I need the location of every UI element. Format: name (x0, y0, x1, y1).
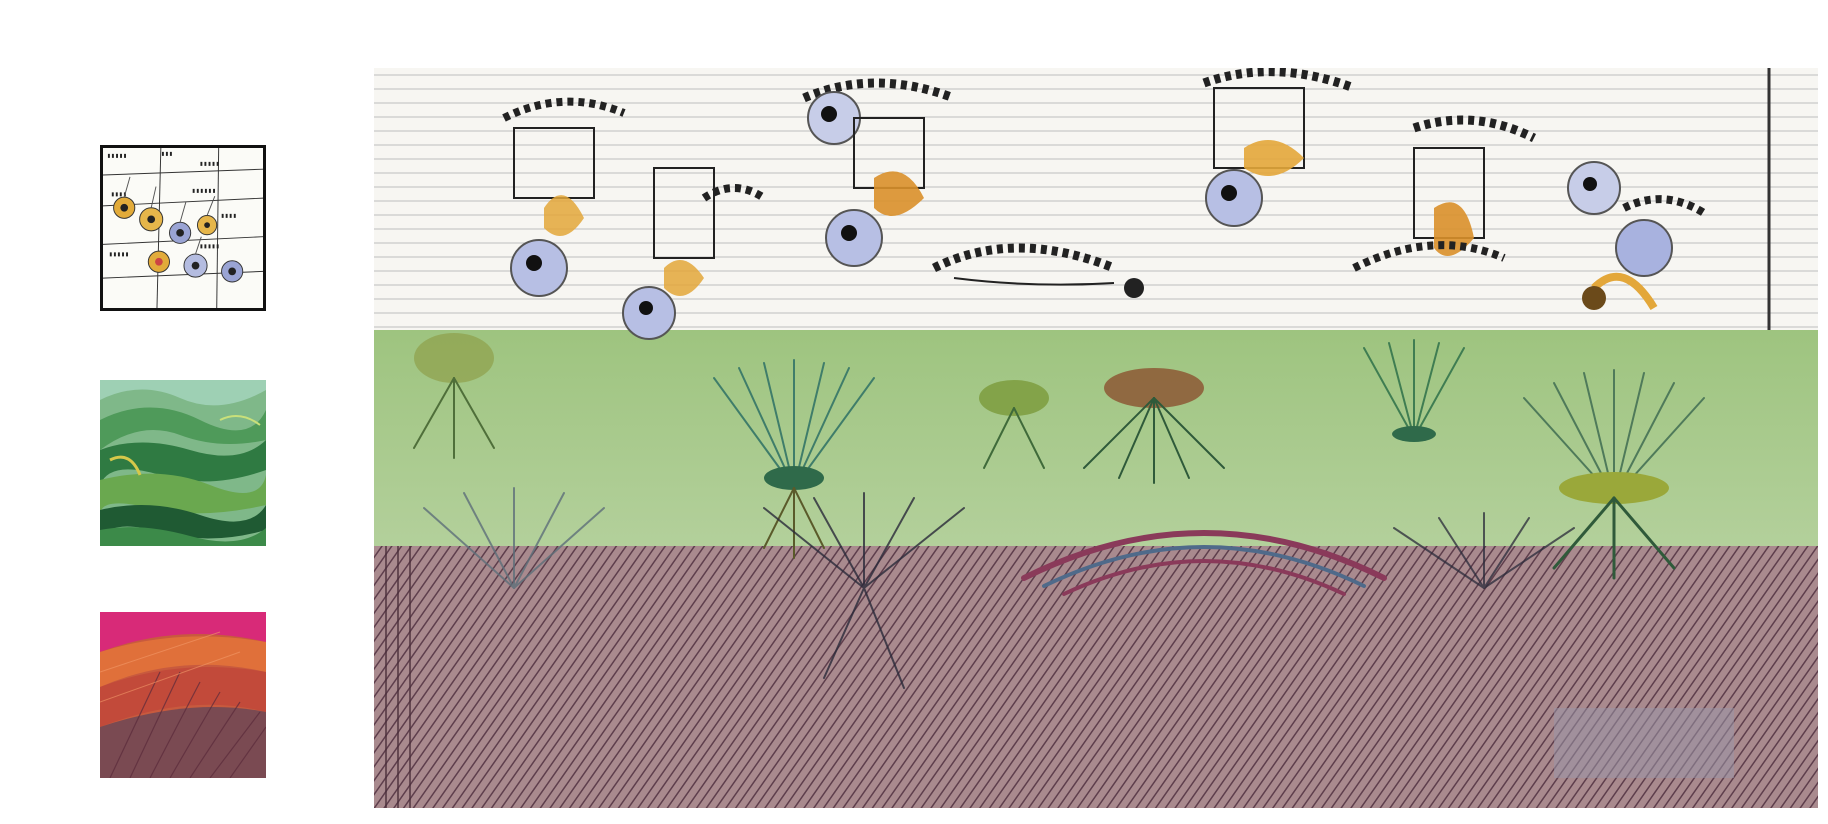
composite-art (374, 68, 1818, 808)
svg-text:▮▮▮▮▮▮: ▮▮▮▮▮▮ (192, 186, 216, 194)
green-layers-style-thumbnail (100, 380, 266, 546)
svg-text:▮▮▮▮▮: ▮▮▮▮▮ (199, 242, 219, 250)
green-thumbnail-art (100, 380, 266, 546)
speckled-patch (1554, 708, 1734, 778)
stylized-composite-image (374, 68, 1818, 808)
sketch-thumbnail-art: ▮▮▮▮▮ ▮▮▮ ▮▮▮▮▮ ▮▮▮▮ ▮▮▮▮▮▮ ▮▮▮▮ ▮▮▮▮ ▮ ▮… (103, 148, 263, 308)
svg-text:▮▮▮▮▮: ▮▮▮▮▮ (199, 159, 219, 167)
svg-text:▮▮▮▮: ▮▮▮▮ (111, 190, 127, 198)
green-band (374, 330, 1818, 546)
svg-text:▮▮▮▮▮: ▮▮▮▮▮ (107, 152, 127, 160)
strokes-thumbnail-art (100, 612, 266, 778)
pink-strokes-style-thumbnail (100, 612, 266, 778)
svg-text:▮▮▮▮: ▮▮▮▮ (221, 211, 237, 219)
svg-text:▮▮▮▮▮: ▮▮▮▮▮ (109, 250, 129, 258)
plant-shapes (413, 333, 1705, 689)
sketch-style-thumbnail: ▮▮▮▮▮ ▮▮▮ ▮▮▮▮▮ ▮▮▮▮ ▮▮▮▮▮▮ ▮▮▮▮ ▮▮▮▮ ▮ ▮… (100, 145, 266, 311)
sketch-creatures (502, 68, 1707, 340)
svg-text:▮▮▮: ▮▮▮ (161, 150, 173, 158)
